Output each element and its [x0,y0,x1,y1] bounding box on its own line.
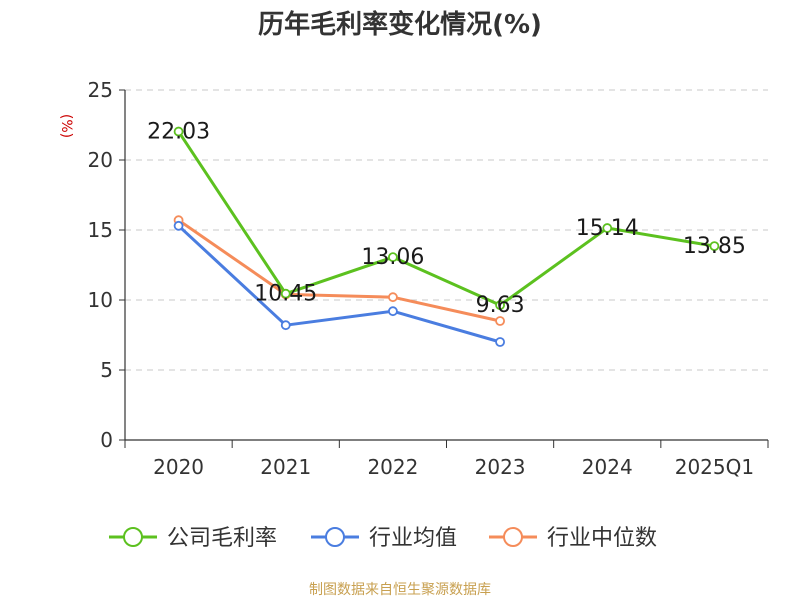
data-label: 15.14 [576,216,639,241]
grid-lines [125,89,768,371]
data-point [388,306,398,317]
data-labels: 22.03 10.45 13.06 9.63 15.14 13.85 [147,120,746,319]
data-point [495,300,505,311]
data-point [280,320,291,331]
data-point [602,223,613,233]
data-label: 22.03 [147,120,210,145]
y-tick-label: 25 [88,78,113,102]
y-tick-label: 0 [100,428,113,452]
x-tick-label: 2022 [367,455,418,479]
legend: 公司毛利率 行业均值 行业中位数 [109,526,657,551]
footer-source: 制图数据来自恒生聚源数据库 [309,582,491,598]
data-point [495,316,505,326]
data-point [173,220,184,231]
y-tick-label: 5 [100,358,113,382]
legend-item[interactable]: 行业中位数 [489,526,657,551]
legend-swatch-marker [503,527,523,547]
x-tick-label: 2023 [475,455,526,479]
legend-item[interactable]: 行业均值 [311,526,457,551]
series-line [177,218,501,323]
data-point [709,241,720,252]
data-point [388,292,398,303]
y-tick-label: 15 [88,218,113,242]
data-point [280,288,291,299]
legend-swatch-marker [123,527,143,547]
series-line [177,130,715,307]
axes: 0 5 10 15 20 25 2020 2021 2022 2023 2024 2025Q1 [88,78,769,479]
series-line [177,224,501,344]
legend-label: 行业中位数 [547,526,657,551]
y-tick-label: 10 [88,288,113,312]
x-tick-label: 2024 [582,455,633,479]
series-lines [173,126,720,347]
x-tick-label: 2020 [153,455,204,479]
data-point [173,126,184,137]
data-point [495,337,505,347]
data-label: 13.85 [683,234,746,259]
legend-label: 行业均值 [369,526,457,551]
data-label: 10.45 [254,282,317,307]
x-tick-label: 2021 [260,455,311,479]
x-tick-label: 2025Q1 [675,455,754,479]
y-axis-label: (%) [58,114,74,138]
chart-title: 历年毛利率变化情况(%) [258,9,542,40]
legend-label: 公司毛利率 [167,526,277,551]
data-label: 9.63 [476,293,525,318]
data-point [388,252,398,263]
y-tick-label: 20 [88,148,113,172]
legend-swatch-marker [325,527,345,547]
data-label: 13.06 [361,245,424,270]
legend-item[interactable]: 公司毛利率 [109,526,277,551]
